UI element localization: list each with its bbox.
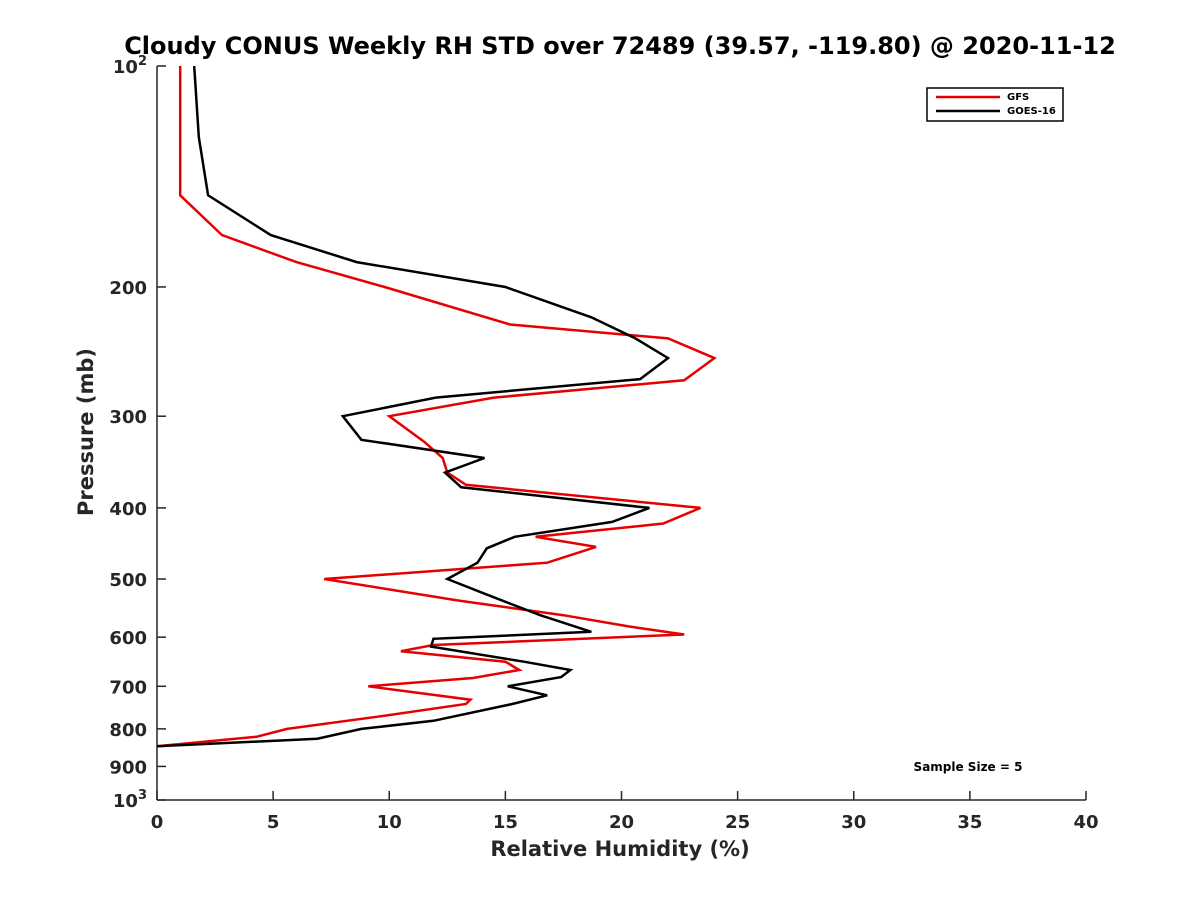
y-tick-label: 700 (109, 677, 147, 698)
y-axis-label: Pressure (mb) (74, 348, 98, 516)
y-tick-label: 300 (109, 407, 147, 428)
y-axis-ticks: 102 200 300 400 500 600 700 800 900 103 (109, 54, 166, 812)
x-tick-label: 15 (493, 812, 518, 833)
y-tick-label: 400 (109, 499, 147, 520)
legend-label-gfs: GFS (1007, 92, 1029, 103)
y-tick-label: 200 (109, 278, 147, 299)
legend-box (926, 87, 1064, 122)
x-axis-label: Relative Humidity (%) (490, 837, 749, 861)
x-tick-label: 40 (1073, 812, 1098, 833)
sample-size-annotation: Sample Size = 5 (914, 760, 1023, 774)
legend: GFS GOES-16 (926, 87, 1064, 122)
y-tick-label: 500 (109, 570, 147, 591)
series-line-goes16 (156, 65, 671, 748)
y-tick-label: 900 (109, 757, 147, 778)
legend-label-goes16: GOES-16 (1007, 106, 1056, 117)
y-tick-label: 600 (109, 628, 147, 649)
x-tick-label: 25 (725, 812, 750, 833)
y-tick-label: 102 (113, 54, 147, 78)
x-tick-label: 20 (609, 812, 634, 833)
series-lines (156, 65, 717, 748)
x-tick-label: 10 (377, 812, 402, 833)
series-line-gfs (156, 66, 717, 748)
x-tick-label: 5 (267, 812, 280, 833)
x-tick-label: 0 (151, 812, 164, 833)
chart-title: Cloudy CONUS Weekly RH STD over 72489 (3… (124, 32, 1116, 60)
x-tick-label: 35 (957, 812, 982, 833)
y-tick-label: 103 (113, 788, 147, 812)
y-tick-label: 800 (109, 720, 147, 741)
x-axis-ticks: 0 5 10 15 20 25 30 35 40 (151, 791, 1099, 833)
x-tick-label: 30 (841, 812, 866, 833)
